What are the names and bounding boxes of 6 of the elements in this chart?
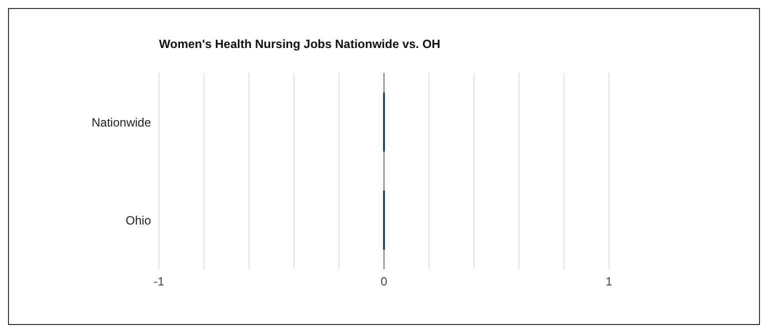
x-tick-label: 1 bbox=[606, 274, 613, 289]
x-tick-label: 0 bbox=[380, 274, 388, 289]
y-tick-label: Ohio bbox=[126, 213, 152, 228]
x-tick-label: -1 bbox=[154, 274, 165, 289]
chart-title: Women's Health Nursing Jobs Nationwide vs. OH bbox=[159, 37, 440, 51]
y-tick-label: Nationwide bbox=[92, 115, 152, 130]
